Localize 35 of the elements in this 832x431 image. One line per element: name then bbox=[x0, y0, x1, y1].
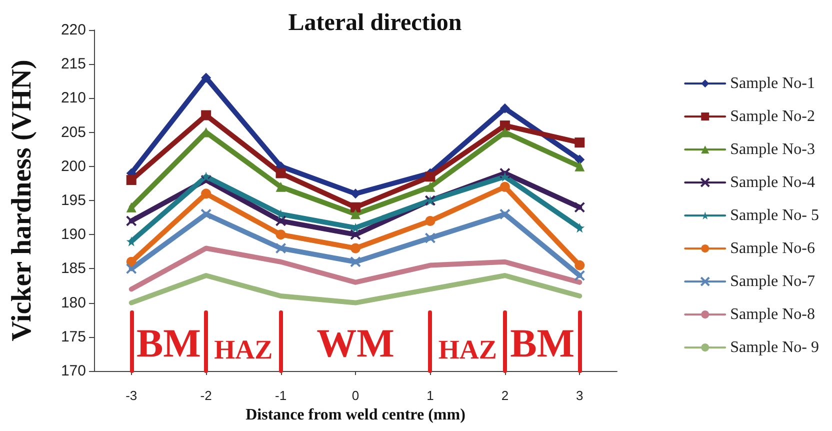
x-axis-title: Distance from weld centre (mm) bbox=[246, 406, 466, 424]
x-tick-label: -2 bbox=[200, 388, 212, 403]
x-tick-label: 2 bbox=[501, 388, 509, 403]
x-tick-label: -3 bbox=[126, 388, 138, 403]
legend-label: Sample No-6 bbox=[730, 240, 815, 257]
legend-label: Sample No-2 bbox=[730, 108, 815, 125]
y-tick-label: 210 bbox=[60, 90, 86, 107]
chart-title: Lateral direction bbox=[288, 10, 462, 36]
legend-label: Sample No-8 bbox=[730, 306, 815, 323]
annotation: HAZ bbox=[214, 334, 273, 364]
y-tick-label: 220 bbox=[60, 22, 86, 38]
legend-label: Sample No-1 bbox=[730, 75, 815, 92]
x-tick-label: 0 bbox=[352, 388, 360, 403]
y-tick-label: 195 bbox=[60, 192, 86, 209]
x-tick-label: 1 bbox=[426, 388, 434, 403]
annotation: BM bbox=[510, 320, 575, 366]
y-tick-label: 200 bbox=[60, 158, 86, 175]
legend-label: Sample No- 9 bbox=[730, 339, 819, 356]
legend-label: Sample No- 5 bbox=[730, 207, 819, 224]
y-tick-label: 175 bbox=[60, 328, 86, 346]
legend-label: Sample No-3 bbox=[730, 141, 815, 158]
y-tick-label: 215 bbox=[60, 56, 86, 73]
y-tick-label: 180 bbox=[60, 294, 86, 312]
x-tick-label: 3 bbox=[576, 388, 584, 403]
y-tick-label: 185 bbox=[60, 260, 86, 278]
y-tick-label: 170 bbox=[60, 362, 86, 380]
annotation: HAZ bbox=[438, 334, 497, 364]
legend-label: Sample No-4 bbox=[730, 174, 815, 191]
y-tick-label: 205 bbox=[60, 124, 86, 141]
y-axis-title: Vicker hardness (VHN) bbox=[6, 60, 38, 342]
annotation: WM bbox=[316, 320, 394, 366]
y-tick-label: 190 bbox=[60, 226, 86, 244]
legend-label: Sample No-7 bbox=[730, 273, 815, 290]
x-tick-label: -1 bbox=[275, 388, 287, 403]
annotation: BM bbox=[136, 320, 201, 366]
